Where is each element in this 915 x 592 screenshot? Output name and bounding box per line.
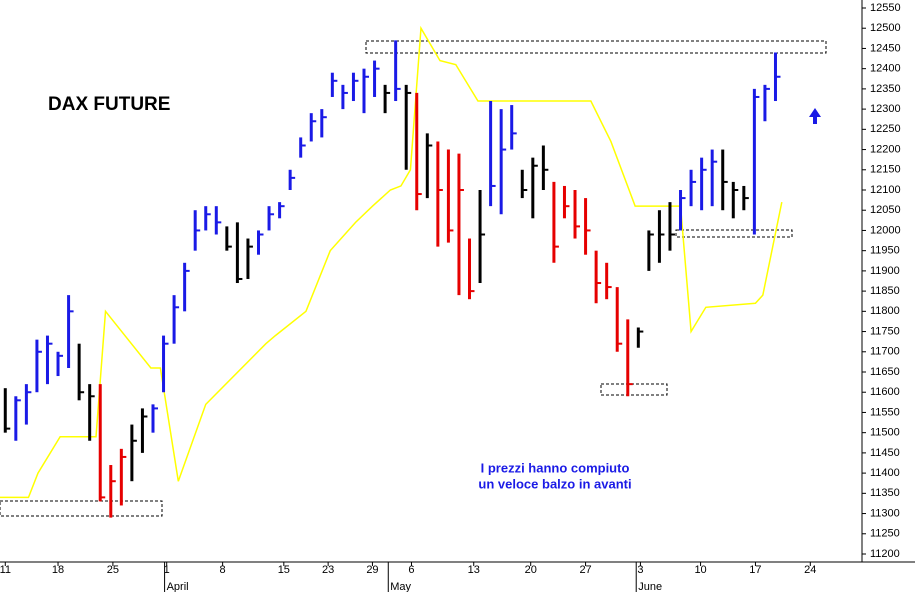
- y-tick-label: 11300: [870, 507, 900, 519]
- x-tick-label: 27: [579, 564, 591, 576]
- x-tick-label: 29: [366, 564, 378, 576]
- y-tick-label: 11850: [870, 285, 900, 297]
- y-tick-label: 12200: [870, 143, 901, 155]
- y-tick-label: 12050: [870, 204, 901, 216]
- y-tick-label: 11650: [870, 366, 900, 378]
- x-tick-label: 10: [694, 564, 706, 576]
- x-tick-label: 15: [278, 564, 290, 576]
- y-tick-label: 11750: [870, 325, 900, 337]
- resistance-box: [365, 40, 827, 54]
- y-tick-label: 11950: [870, 245, 900, 257]
- chart-title: DAX FUTURE: [48, 94, 170, 115]
- month-label: April: [167, 581, 189, 592]
- y-tick-label: 11400: [870, 467, 900, 479]
- y-tick-label: 12550: [870, 2, 901, 14]
- level-boxes: [0, 40, 827, 517]
- y-tick-label: 11200: [870, 548, 900, 560]
- y-tick-label: 12400: [870, 63, 901, 75]
- y-tick-label: 12100: [870, 184, 901, 196]
- support-box: [675, 229, 793, 238]
- annotation: un veloce balzo in avanti: [478, 476, 631, 491]
- y-tick-label: 11250: [870, 528, 900, 540]
- month-label: June: [638, 581, 662, 592]
- x-tick-label: 3: [637, 564, 643, 576]
- x-tick-label: 1: [164, 564, 170, 576]
- x-tick-label: 13: [468, 564, 480, 576]
- y-tick-label: 12350: [870, 83, 901, 95]
- y-tick-label: 11800: [870, 305, 900, 317]
- x-tick-label: 11: [0, 564, 11, 576]
- y-tick-label: 11350: [870, 487, 900, 499]
- support-box: [600, 383, 668, 396]
- support-box: [0, 500, 163, 517]
- month-label: May: [390, 581, 411, 592]
- x-tick-label: 8: [220, 564, 226, 576]
- y-tick-label: 12150: [870, 164, 901, 176]
- y-tick-label: 12500: [870, 22, 901, 34]
- y-tick-label: 11700: [870, 346, 900, 358]
- up-arrow: [809, 108, 821, 124]
- annotation: I prezzi hanno compiuto: [481, 460, 630, 475]
- x-tick-label: 20: [525, 564, 537, 576]
- x-tick-label: 6: [408, 564, 414, 576]
- y-tick-label: 12450: [870, 42, 901, 54]
- y-tick-label: 11500: [870, 427, 900, 439]
- y-tick-label: 11600: [870, 386, 900, 398]
- y-tick-label: 12000: [870, 224, 901, 236]
- x-tick-label: 18: [52, 564, 64, 576]
- y-tick-label: 11450: [870, 447, 900, 459]
- y-tick-label: 12300: [870, 103, 901, 115]
- x-tick-label: 23: [322, 564, 334, 576]
- x-tick-label: 17: [749, 564, 761, 576]
- y-tick-label: 11550: [870, 406, 900, 418]
- x-tick-label: 25: [107, 564, 119, 576]
- y-tick-label: 11900: [870, 265, 900, 277]
- y-tick-label: 12250: [870, 123, 901, 135]
- x-tick-label: 24: [804, 564, 816, 576]
